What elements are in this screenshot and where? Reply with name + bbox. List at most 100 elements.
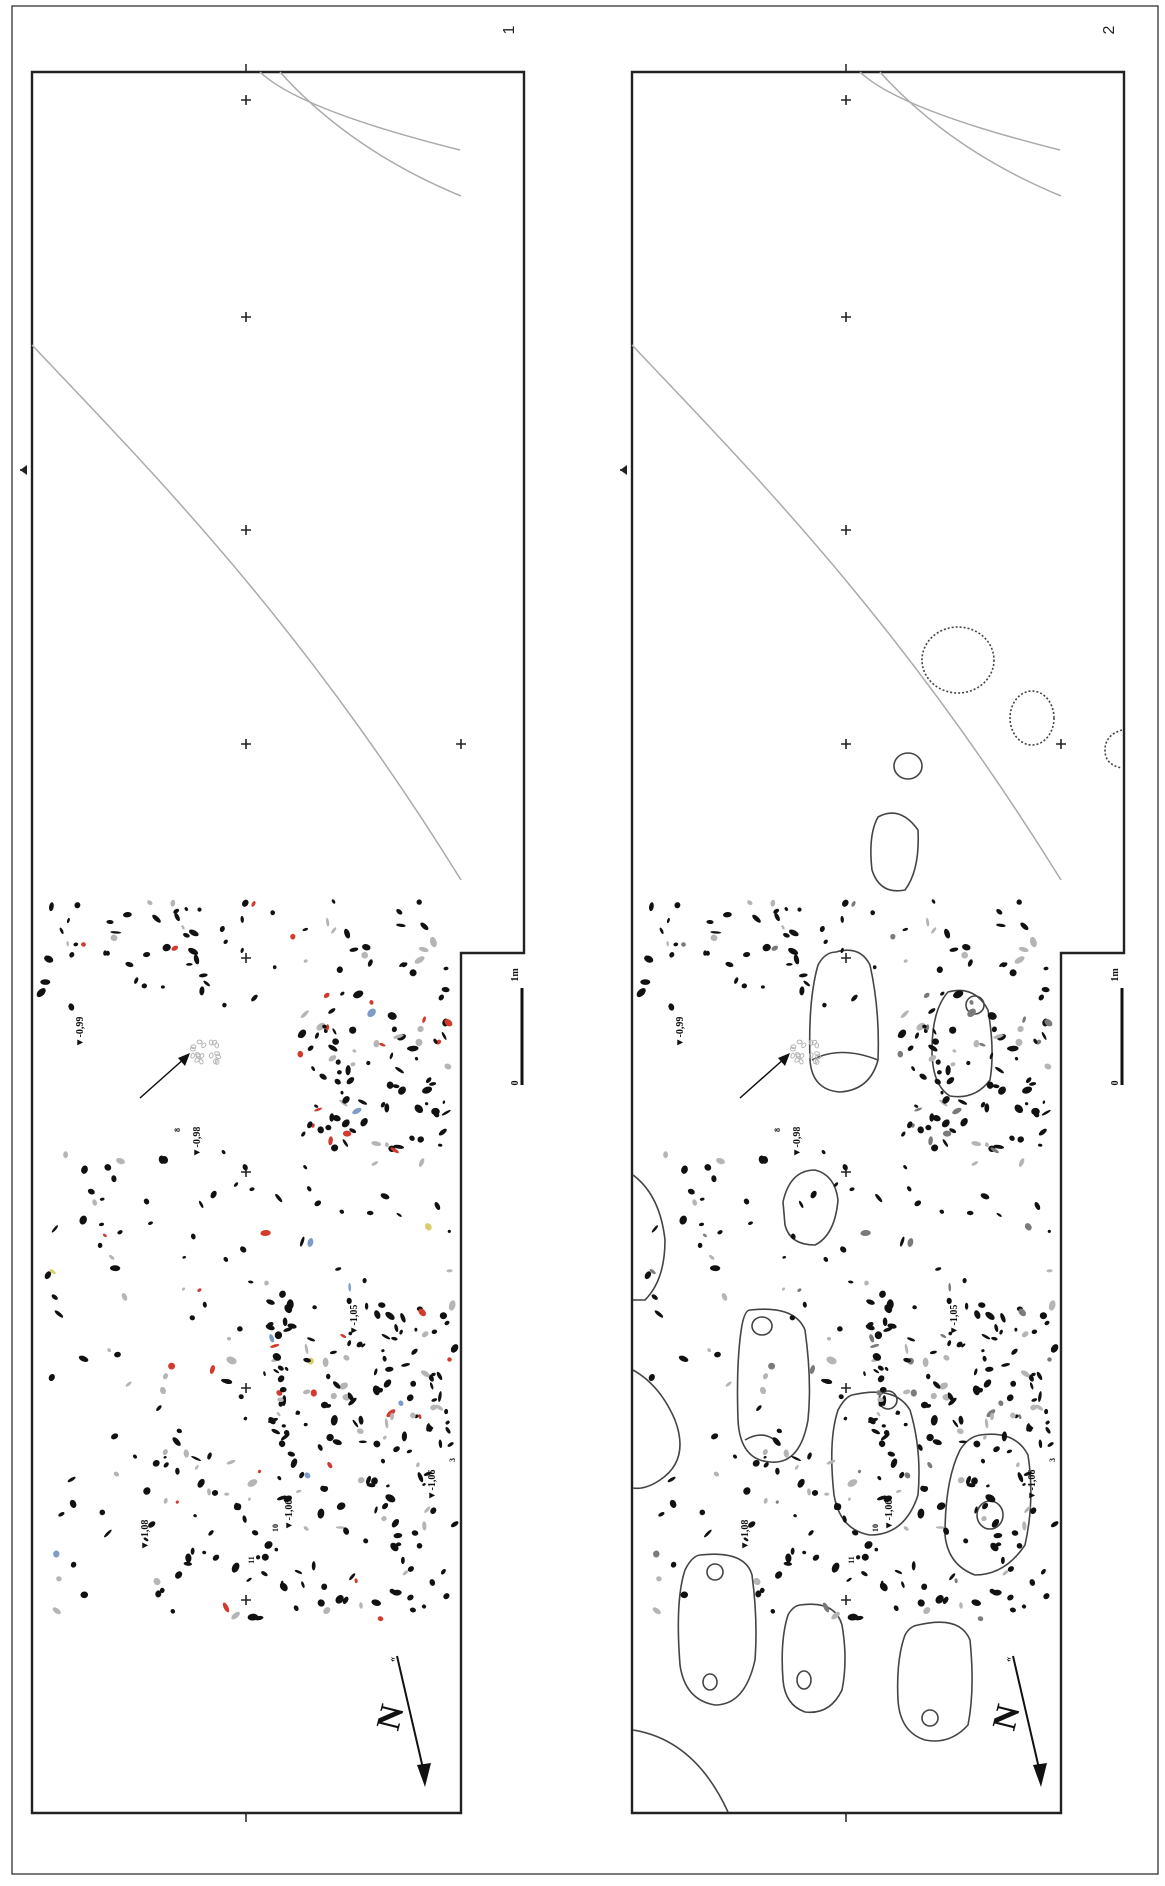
stone [226,1356,237,1365]
stone [990,1542,999,1552]
stone [1029,1579,1036,1586]
stone [306,1186,312,1192]
stone [790,1044,797,1050]
stone [873,1369,880,1374]
stone [821,1150,826,1155]
stone [330,1392,337,1400]
stone [312,1305,317,1310]
stone [441,1031,447,1040]
stone [666,941,669,947]
stone [44,955,54,963]
stone [242,1164,248,1171]
stone [389,1052,394,1060]
stone [1050,1521,1059,1528]
stone [935,1594,944,1604]
stone [132,1454,138,1459]
stone [996,908,1003,915]
stone [414,1104,424,1114]
stone [143,952,151,958]
stone [281,1424,286,1428]
stone [937,1070,942,1075]
stone [721,1293,728,1301]
stone [802,1550,807,1555]
stone [1015,1038,1023,1047]
stone [752,914,761,923]
stone [922,1357,929,1368]
stone [998,1086,1006,1095]
stone [783,932,790,938]
stone [993,1144,1005,1149]
stone [450,1521,459,1528]
stone [264,1541,273,1549]
pit-outline [796,1670,812,1690]
stone [416,1543,423,1549]
stone [251,1530,259,1536]
stone [1042,1100,1046,1104]
stone [798,1200,804,1208]
stone [1044,1018,1053,1027]
stone [781,924,785,930]
stone [357,1477,365,1484]
stone [335,1594,344,1604]
stone [87,1188,95,1195]
stone [279,1582,288,1592]
stone [949,947,959,952]
stone [743,952,751,958]
stone [978,1302,986,1308]
stone [346,1297,352,1305]
stone [401,1431,408,1442]
stone [233,1502,239,1511]
stone [233,1182,239,1187]
stone [422,1483,426,1486]
stone [837,1326,843,1332]
stone [386,1484,390,1488]
stone [928,1008,936,1014]
stone [307,1337,316,1342]
stone [371,1141,382,1147]
stone [391,1518,400,1528]
stone [840,947,844,954]
stone [931,899,936,904]
stone [999,1329,1003,1335]
stone [989,1052,994,1060]
stone [191,1455,202,1462]
stone [208,1039,214,1046]
stone [301,1131,306,1137]
stone [929,1113,935,1122]
stone [400,1556,405,1565]
stone [392,1084,400,1089]
stone [277,1475,282,1481]
stone [199,986,205,996]
stone [349,1573,356,1581]
stone [106,919,114,925]
stone [190,1044,197,1050]
pointer-arrow-head [778,1053,790,1066]
stone [876,1495,887,1501]
stone [989,1588,996,1595]
stone [901,1131,906,1137]
feature-number: 10 [271,1524,280,1532]
stone [409,1607,416,1613]
stone [823,939,828,945]
stone [290,1458,298,1468]
stone [851,901,856,907]
stone [299,1236,305,1247]
elevation-label: ▼-1,06 [427,1470,438,1501]
stone [925,917,930,927]
stone [939,1382,948,1390]
stone [373,1040,380,1048]
stone [323,1607,331,1615]
stone [979,1042,986,1047]
elevation-label: ▼-0,99 [75,1017,86,1048]
stone [287,1323,297,1329]
stone [446,1269,453,1273]
stone [417,1472,424,1483]
stone [156,1405,162,1411]
stone [286,1299,294,1310]
stone [444,1018,453,1027]
stone [377,1616,384,1622]
elevation-label: ▼-0,99 [675,1017,686,1048]
stone [723,911,732,918]
stone [883,1327,893,1332]
stone [878,1401,884,1407]
